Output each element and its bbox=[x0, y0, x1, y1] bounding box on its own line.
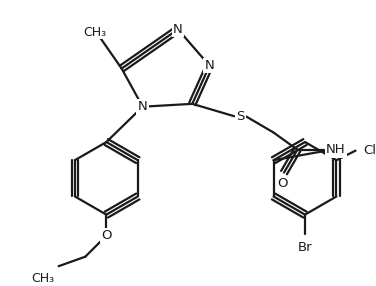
Text: NH: NH bbox=[326, 143, 346, 156]
Text: N: N bbox=[205, 59, 214, 72]
Text: N: N bbox=[138, 100, 147, 113]
Text: Cl: Cl bbox=[363, 144, 376, 157]
Text: Br: Br bbox=[298, 241, 312, 254]
Text: O: O bbox=[277, 177, 287, 190]
Text: S: S bbox=[236, 110, 244, 123]
Text: O: O bbox=[101, 229, 112, 242]
Text: N: N bbox=[173, 23, 183, 36]
Text: CH₃: CH₃ bbox=[83, 26, 106, 39]
Text: CH₃: CH₃ bbox=[32, 272, 55, 285]
